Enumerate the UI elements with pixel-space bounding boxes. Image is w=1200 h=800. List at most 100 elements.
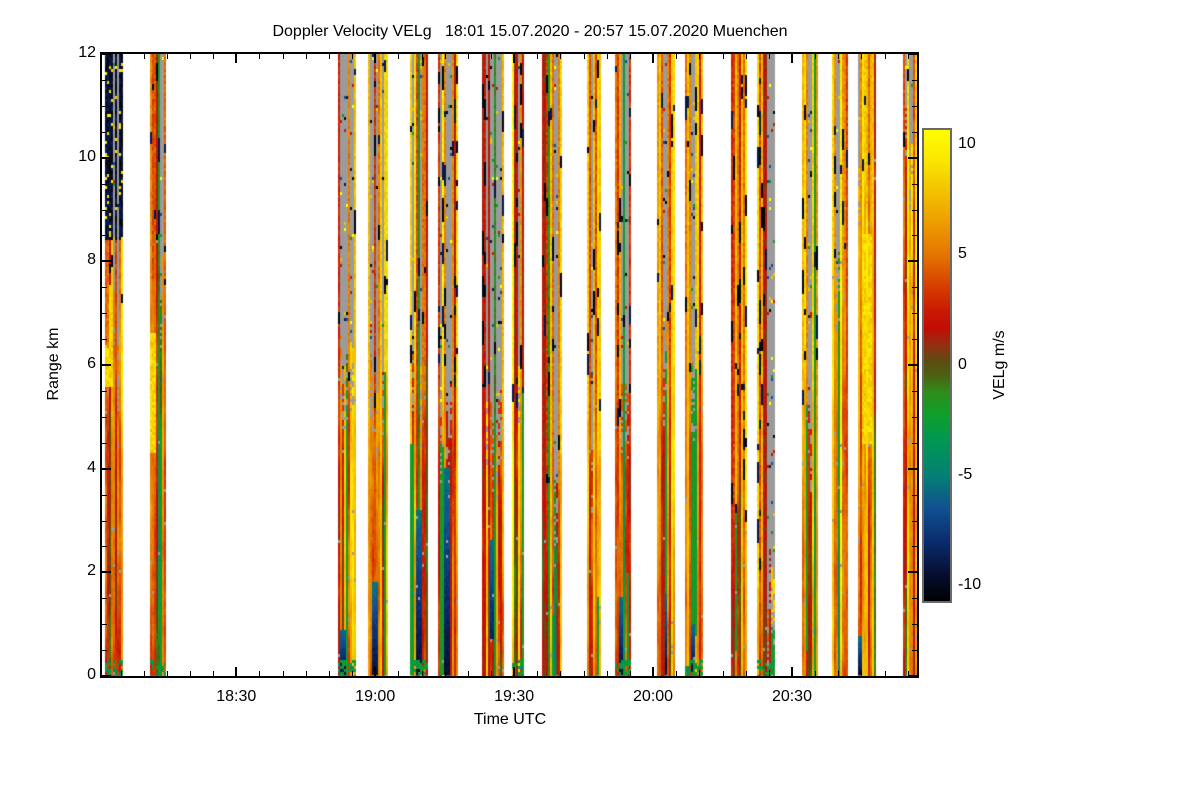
- x-tick-label: 19:00: [355, 688, 396, 705]
- y-tick-label: 12: [78, 44, 96, 61]
- x-minor-tick: [768, 54, 770, 59]
- x-minor-tick: [120, 54, 122, 59]
- x-minor-tick: [676, 54, 678, 59]
- colorbar-label: VELg m/s: [991, 330, 1008, 400]
- x-minor-tick: [583, 54, 585, 59]
- x-minor-tick: [745, 54, 747, 59]
- y-minor-tick: [102, 390, 107, 392]
- y-major-tick: [102, 260, 111, 263]
- y-minor-tick: [102, 209, 107, 211]
- y-minor-tick: [912, 598, 917, 600]
- x-minor-tick: [815, 54, 817, 59]
- y-minor-tick: [102, 183, 107, 185]
- x-minor-tick: [745, 671, 747, 676]
- x-minor-tick: [189, 671, 191, 676]
- y-minor-tick: [102, 105, 107, 107]
- colorbar-tick-label: 10: [958, 135, 976, 153]
- x-minor-tick: [629, 54, 631, 59]
- x-minor-tick: [352, 671, 354, 676]
- colorbar-tick-label: 0: [958, 355, 967, 373]
- x-minor-tick: [305, 54, 307, 59]
- x-minor-tick: [606, 671, 608, 676]
- x-tick-label: 18:30: [216, 688, 257, 705]
- x-minor-tick: [560, 671, 562, 676]
- y-tick-label: 2: [87, 562, 96, 580]
- y-major-tick: [908, 156, 917, 159]
- y-minor-tick: [912, 183, 917, 185]
- colorbar-tick-label: 5: [958, 245, 967, 263]
- y-major-tick: [102, 571, 111, 574]
- heatmap-canvas: [102, 54, 917, 676]
- y-major-tick: [102, 156, 111, 159]
- y-tick-label: 8: [87, 251, 96, 269]
- x-minor-tick: [838, 671, 840, 676]
- x-minor-tick: [421, 54, 423, 59]
- y-major-tick: [102, 467, 111, 470]
- y-minor-tick: [912, 339, 917, 341]
- x-minor-tick: [305, 671, 307, 676]
- y-minor-tick: [912, 209, 917, 211]
- x-minor-tick: [768, 671, 770, 676]
- x-minor-tick: [629, 671, 631, 676]
- y-minor-tick: [102, 598, 107, 600]
- x-major-tick: [513, 667, 516, 676]
- x-minor-tick: [444, 671, 446, 676]
- x-major-tick: [652, 667, 655, 676]
- x-minor-tick: [699, 671, 701, 676]
- x-tick-label: 20:00: [633, 688, 674, 705]
- x-tick-label: 20:30: [771, 688, 812, 705]
- x-minor-tick: [699, 54, 701, 59]
- y-major-tick: [908, 675, 917, 677]
- y-minor-tick: [912, 624, 917, 626]
- y-major-tick: [908, 467, 917, 470]
- x-minor-tick: [722, 671, 724, 676]
- y-minor-tick: [102, 650, 107, 652]
- colorbar-tick-label: -10: [958, 575, 982, 593]
- y-minor-tick: [102, 339, 107, 341]
- x-minor-tick: [537, 54, 539, 59]
- y-minor-tick: [912, 546, 917, 548]
- x-minor-tick: [861, 671, 863, 676]
- x-major-tick: [790, 667, 793, 676]
- colorbar-tick-label: -5: [958, 465, 973, 483]
- x-minor-tick: [282, 671, 284, 676]
- x-minor-tick: [120, 671, 122, 676]
- x-minor-tick: [560, 54, 562, 59]
- y-major-tick: [908, 260, 917, 263]
- x-minor-tick: [490, 54, 492, 59]
- x-minor-tick: [328, 54, 330, 59]
- y-minor-tick: [912, 131, 917, 133]
- y-minor-tick: [102, 131, 107, 133]
- x-tick-label: 19:30: [494, 688, 535, 705]
- y-major-tick: [102, 675, 111, 677]
- colorbar: [922, 128, 952, 603]
- x-minor-tick: [861, 54, 863, 59]
- x-minor-tick: [907, 671, 909, 676]
- y-minor-tick: [102, 416, 107, 418]
- x-minor-tick: [467, 671, 469, 676]
- y-major-tick: [908, 571, 917, 574]
- x-minor-tick: [398, 54, 400, 59]
- y-minor-tick: [912, 313, 917, 315]
- x-minor-tick: [838, 54, 840, 59]
- y-major-tick: [908, 53, 917, 55]
- y-major-tick: [102, 364, 111, 366]
- y-axis-label: Range km: [45, 327, 62, 401]
- x-minor-tick: [467, 54, 469, 59]
- y-minor-tick: [102, 287, 107, 289]
- y-minor-tick: [102, 235, 107, 237]
- chart-title: Doppler Velocity VELg 18:01 15.07.2020 -…: [272, 23, 788, 40]
- y-major-tick: [908, 364, 917, 366]
- y-minor-tick: [912, 442, 917, 444]
- plot-frame: [100, 52, 919, 678]
- x-major-tick: [374, 54, 377, 63]
- y-minor-tick: [102, 546, 107, 548]
- x-minor-tick: [189, 54, 191, 59]
- y-minor-tick: [912, 287, 917, 289]
- y-minor-tick: [912, 235, 917, 237]
- x-minor-tick: [444, 54, 446, 59]
- x-minor-tick: [884, 671, 886, 676]
- y-minor-tick: [102, 520, 107, 522]
- x-minor-tick: [328, 671, 330, 676]
- x-minor-tick: [398, 671, 400, 676]
